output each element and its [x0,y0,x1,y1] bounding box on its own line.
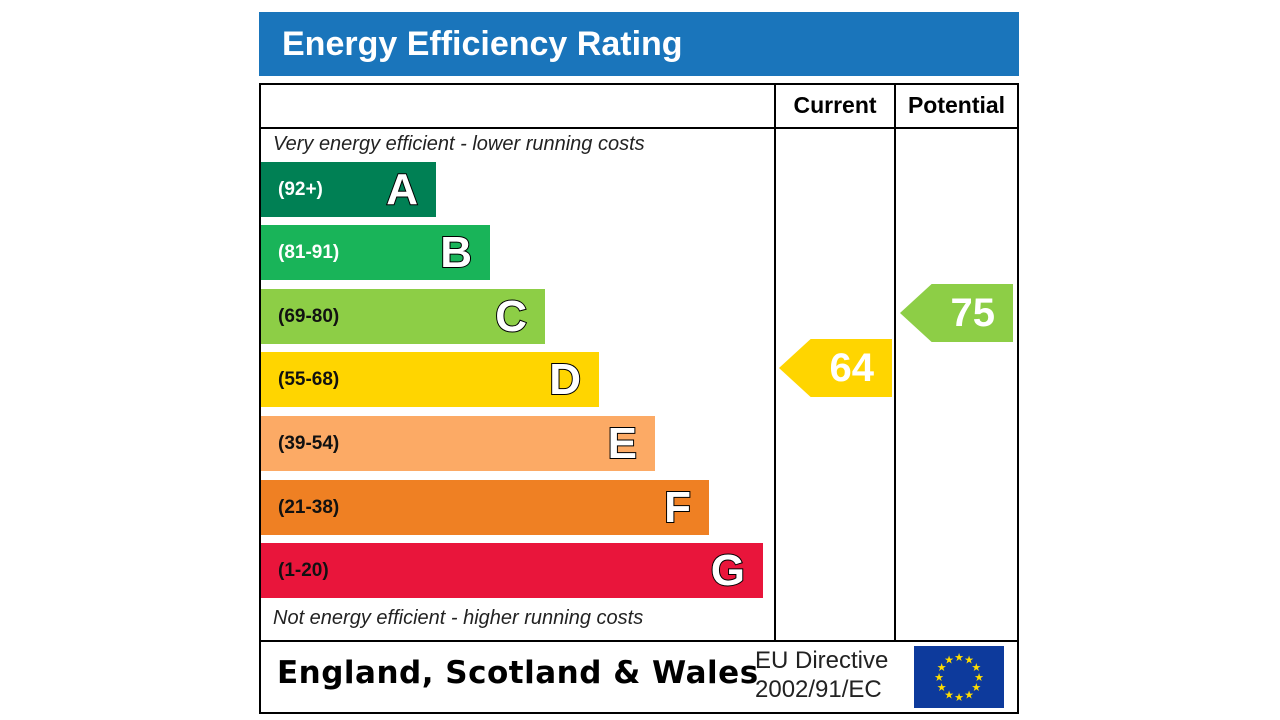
top-note: Very energy efficient - lower running co… [273,133,645,155]
star-icon: ★ [954,652,964,664]
band-bar-a: (92+) A [261,162,436,217]
band-range: (55-68) [278,369,340,390]
directive-line2: 2002/91/EC [755,676,882,703]
star-icon: ★ [954,692,964,704]
band-letter: D [548,354,582,405]
current-rating-value: 64 [829,346,875,390]
eu-directive: EU Directive 2002/91/EC [755,646,888,704]
band-range: (39-54) [278,433,340,454]
band-letter: B [439,227,473,278]
band-range: (21-38) [278,497,340,518]
band-letter: C [494,291,528,342]
column-divider [894,83,896,642]
star-icon: ★ [971,662,981,674]
band-letter: F [663,482,692,533]
potential-rating-value: 75 [950,291,996,335]
band-range: (69-80) [278,306,340,327]
band-bar-g: (1-20) G [261,543,763,598]
star-icon: ★ [934,672,944,684]
band-letter: A [385,164,419,215]
band-bar-f: (21-38) F [261,480,709,535]
band-range: (92+) [278,179,323,200]
band-bar-d: (55-68) D [261,352,599,407]
chart-title: Energy Efficiency Rating [259,12,1019,76]
star-icon: ★ [944,655,954,667]
band-letter: E [607,418,638,469]
band-range: (1-20) [278,560,329,581]
column-header-potential: Potential [907,92,1006,118]
band-bar-b: (81-91) B [261,225,490,280]
region-label: England, Scotland & Wales [277,655,759,691]
column-divider [774,83,776,642]
footer-divider [259,640,1019,642]
star-icon: ★ [944,689,954,701]
band-bar-c: (69-80) C [261,289,545,344]
directive-line1: EU Directive [755,647,889,674]
eu-flag-icon: ★ ★ ★ ★ ★ ★ ★ ★ ★ ★ ★ ★ [914,646,1004,708]
star-icon: ★ [964,689,974,701]
bottom-note: Not energy efficient - higher running co… [273,607,644,629]
chart-frame [259,83,1019,714]
star-icon: ★ [964,655,974,667]
column-header-current: Current [793,92,877,118]
star-icon: ★ [937,682,947,694]
header-divider [259,127,1019,129]
star-icon: ★ [971,682,981,694]
band-bar-e: (39-54) E [261,416,655,471]
star-icon: ★ [937,662,947,674]
star-icon: ★ [974,672,984,684]
band-range: (81-91) [278,242,340,263]
band-letter: G [710,545,746,596]
